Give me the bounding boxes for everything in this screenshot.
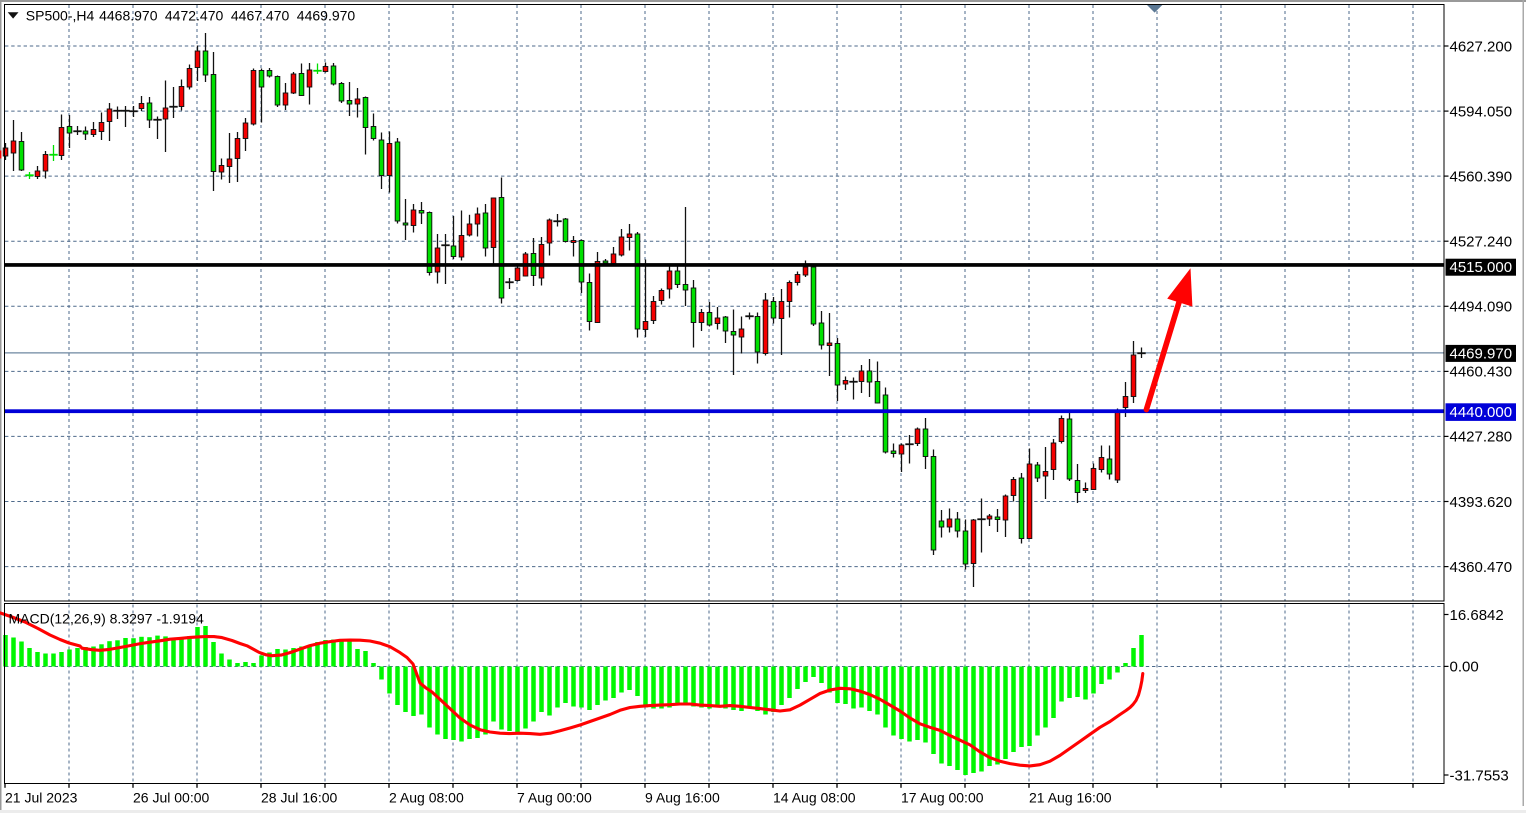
svg-text:17 Aug 00:00: 17 Aug 00:00 xyxy=(901,790,984,806)
svg-text:4560.390: 4560.390 xyxy=(1450,168,1513,185)
svg-text:28 Jul 16:00: 28 Jul 16:00 xyxy=(261,790,337,806)
svg-text:4594.050: 4594.050 xyxy=(1450,103,1513,120)
svg-text:4467.470: 4467.470 xyxy=(231,8,290,24)
svg-text:4360.470: 4360.470 xyxy=(1450,559,1513,576)
svg-text:26 Jul 00:00: 26 Jul 00:00 xyxy=(133,790,209,806)
svg-text:4627.200: 4627.200 xyxy=(1450,38,1513,55)
svg-text:-31.7553: -31.7553 xyxy=(1450,767,1509,784)
svg-text:2 Aug 08:00: 2 Aug 08:00 xyxy=(389,790,464,806)
svg-text:MACD(12,26,9) 8.3297 -1.9194: MACD(12,26,9) 8.3297 -1.9194 xyxy=(9,611,205,627)
svg-text:21 Jul 2023: 21 Jul 2023 xyxy=(5,790,78,806)
svg-text:4469.970: 4469.970 xyxy=(1450,345,1513,362)
svg-text:4469.970: 4469.970 xyxy=(297,8,356,24)
svg-text:16.6842: 16.6842 xyxy=(1450,607,1504,624)
svg-text:4468.970: 4468.970 xyxy=(99,8,158,24)
svg-text:21 Aug 16:00: 21 Aug 16:00 xyxy=(1029,790,1112,806)
svg-text:SP500-,H4: SP500-,H4 xyxy=(26,8,95,24)
svg-text:4472.470: 4472.470 xyxy=(165,8,224,24)
svg-text:0.00: 0.00 xyxy=(1450,659,1479,676)
svg-text:7 Aug 00:00: 7 Aug 00:00 xyxy=(517,790,592,806)
svg-text:4440.000: 4440.000 xyxy=(1450,404,1513,421)
svg-text:4460.430: 4460.430 xyxy=(1450,364,1513,381)
svg-text:14 Aug 08:00: 14 Aug 08:00 xyxy=(773,790,856,806)
svg-text:4427.280: 4427.280 xyxy=(1450,429,1513,446)
svg-text:9 Aug 16:00: 9 Aug 16:00 xyxy=(645,790,720,806)
svg-text:4393.620: 4393.620 xyxy=(1450,494,1513,511)
svg-text:4494.090: 4494.090 xyxy=(1450,299,1513,316)
svg-text:4515.000: 4515.000 xyxy=(1450,259,1513,276)
svg-text:4527.240: 4527.240 xyxy=(1450,234,1513,251)
